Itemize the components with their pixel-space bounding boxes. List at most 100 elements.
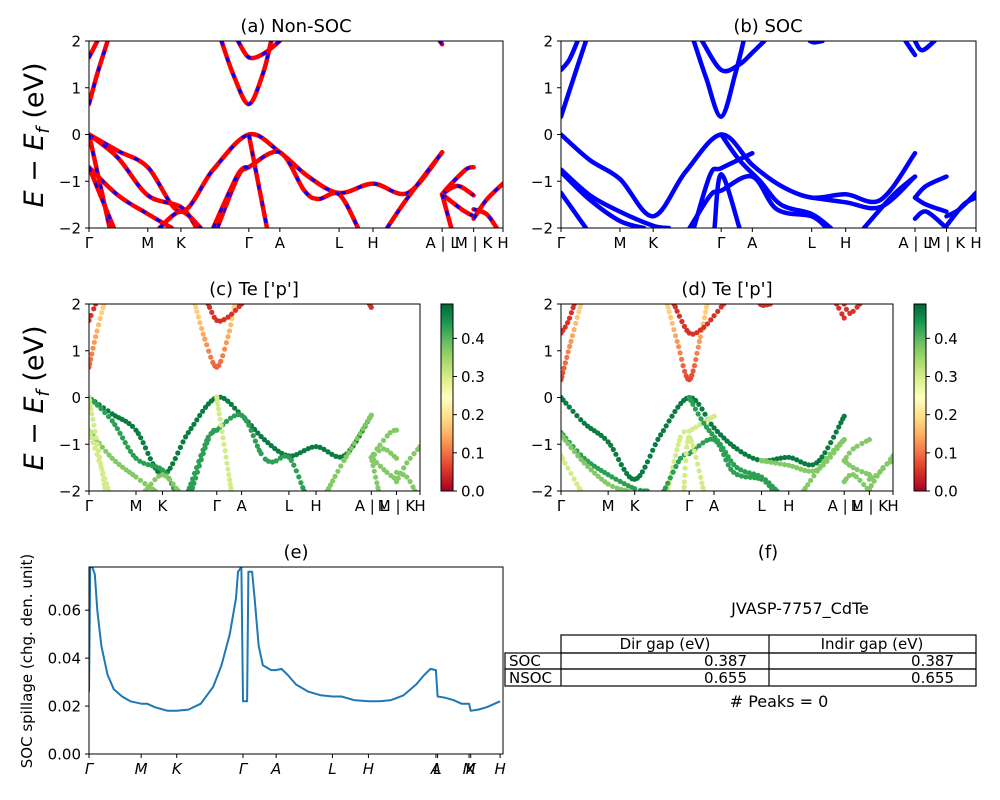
- projection-dot: [681, 323, 688, 329]
- projection-dot: [850, 308, 856, 314]
- projection-dot: [89, 361, 93, 367]
- panel-e-xtick-label: M: [463, 760, 476, 778]
- band-line-soc: [861, 174, 918, 228]
- projection-dot: [371, 468, 377, 474]
- projection-dot: [728, 458, 734, 464]
- projection-dot: [742, 451, 748, 457]
- projection-dot: [802, 467, 808, 473]
- projection-dot: [103, 448, 109, 454]
- projection-dot: [699, 480, 705, 486]
- projection-dot: [677, 434, 684, 440]
- projection-dot: [698, 474, 704, 480]
- projection-dot: [376, 488, 382, 491]
- projection-dot: [568, 338, 574, 344]
- projection-dot: [205, 434, 211, 440]
- projection-dot: [689, 372, 695, 378]
- projection-dot: [354, 435, 360, 442]
- panel-a-xtick-label: L: [335, 234, 344, 252]
- projection-dot: [338, 463, 344, 469]
- projection-dot: [821, 459, 827, 465]
- projection-dot: [711, 313, 717, 319]
- projection-dot: [567, 343, 573, 349]
- projection-dot: [254, 443, 260, 449]
- projection-dot: [677, 455, 684, 461]
- projection-dot: [282, 453, 288, 459]
- projection-dot: [562, 324, 568, 330]
- projection-dot: [195, 314, 201, 320]
- projection-dot: [773, 460, 779, 466]
- projection-dot: [574, 481, 580, 487]
- band-line-nsoc-dashed: [89, 133, 198, 228]
- projection-dot: [225, 314, 231, 320]
- projection-dot: [248, 427, 254, 433]
- projection-dot: [197, 412, 203, 419]
- projection-dot: [673, 463, 679, 470]
- table-row-label-nsoc: NSOC: [509, 669, 552, 687]
- projection-dot: [561, 370, 566, 376]
- band-line-soc: [903, 41, 918, 58]
- projection-dot: [188, 481, 194, 487]
- panel-f-title: (f): [758, 542, 778, 563]
- projection-dot: [658, 432, 664, 438]
- panel-b-xtick-label: H: [840, 234, 851, 252]
- panel-b-title: (b) SOC: [733, 16, 802, 37]
- projection-dot: [578, 488, 584, 491]
- projection-dot: [377, 463, 383, 469]
- svg-text:E − Ef (eV): E − Ef (eV): [19, 326, 54, 471]
- projection-dot: [681, 479, 688, 485]
- projection-dot: [667, 475, 673, 481]
- projection-dot: [228, 401, 234, 407]
- projection-dot: [712, 434, 718, 440]
- projection-dot: [223, 340, 229, 346]
- projection-dot: [103, 481, 110, 487]
- projection-dot: [767, 304, 773, 307]
- projection-dot: [621, 466, 627, 472]
- projection-dot: [202, 336, 208, 342]
- projection-dot: [198, 453, 204, 459]
- band-line-nsoc-dashed: [89, 132, 444, 214]
- projection-dot: [232, 307, 239, 313]
- projection-dot: [404, 474, 410, 480]
- projection-dot: [575, 453, 581, 459]
- projection-dot: [786, 454, 792, 460]
- panel-a-ytick-label: −2: [59, 220, 81, 238]
- panel-b-xtick-label: A | L: [898, 234, 932, 252]
- panel-c-colorbar-label: 0.3: [461, 368, 485, 386]
- projection-dot: [194, 309, 200, 315]
- projection-dot: [684, 444, 690, 450]
- projection-dot: [824, 455, 830, 461]
- projection-dot: [562, 360, 569, 366]
- projection-dot: [857, 304, 863, 307]
- projection-dot: [252, 438, 258, 444]
- table-cell-soc-indir: 0.387: [911, 652, 954, 670]
- projection-dot: [702, 411, 708, 417]
- projection-dot: [704, 321, 711, 327]
- projection-dot: [229, 311, 235, 317]
- projection-dot: [811, 473, 817, 479]
- projection-dot: [163, 473, 169, 479]
- projection-dot: [681, 429, 687, 435]
- projection-dot: [113, 458, 119, 465]
- projection-dot: [693, 454, 699, 460]
- panel-e-plot: 0.000.020.040.06Γ M K Γ A L H AL MK H: [48, 566, 506, 778]
- panel-c-ytick-label: 0: [71, 389, 81, 407]
- projection-dot: [702, 309, 709, 315]
- projection-dot: [106, 488, 112, 491]
- panel-d-xtick-label: A: [709, 497, 720, 515]
- projection-dot: [193, 304, 199, 310]
- projection-dot: [708, 421, 714, 427]
- panel-c-xtick-label: L: [285, 497, 294, 515]
- panel-b-xtick-label: M: [613, 234, 626, 252]
- projection-dot: [109, 418, 115, 424]
- projection-dot: [618, 462, 624, 468]
- projection-dot: [699, 406, 705, 412]
- projection-dot: [369, 458, 375, 464]
- projection-dot: [145, 462, 151, 468]
- projection-dot: [225, 466, 231, 472]
- projection-dot: [313, 444, 319, 450]
- projection-dot: [296, 474, 302, 480]
- projection-dot: [679, 318, 685, 325]
- projection-dot: [806, 468, 812, 474]
- projection-dot: [671, 458, 677, 465]
